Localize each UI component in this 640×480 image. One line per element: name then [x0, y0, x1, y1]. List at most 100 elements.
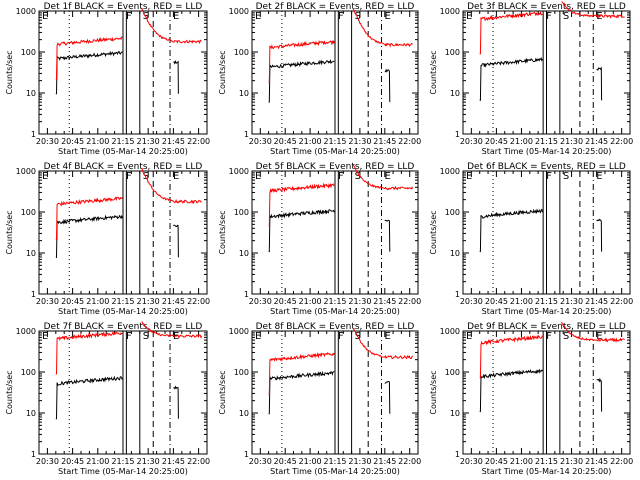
region-label: E: [255, 11, 261, 22]
x-tick-label: 21:15: [111, 137, 134, 146]
detector-panel-7: Det 7f BLACK = Events, RED = LLD 1 10 100 10…: [5, 321, 210, 476]
region-label: S: [355, 11, 361, 22]
y-tick-label: 1: [31, 290, 36, 299]
series-line-events: [268, 370, 391, 415]
x-tick-label: 21:45: [373, 457, 396, 466]
series-line-lld: [479, 321, 625, 379]
region-label: E: [255, 331, 261, 342]
x-axis-label: Start Time (05-Mar-14 20:25:00): [482, 147, 612, 156]
series-line-events: [479, 368, 603, 413]
y-tick-label: 1: [455, 290, 460, 299]
x-tick-label: 21:00: [299, 137, 322, 146]
x-tick-label: 20:30: [36, 297, 59, 306]
y-tick-label: 10: [239, 409, 249, 418]
x-tick-label: 21:15: [323, 457, 346, 466]
x-tick-label: 21:00: [299, 297, 322, 306]
detector-panel-2: Det 2f BLACK = Events, RED = LLD 1 10 100 10…: [218, 2, 421, 156]
series-line-events: [479, 208, 603, 253]
y-tick-label: 100: [445, 48, 460, 57]
x-tick-label: 21:15: [535, 457, 558, 466]
y-tick-label: 100: [445, 208, 460, 217]
x-tick-label: 21:15: [111, 297, 134, 306]
x-tick-label: 21:00: [86, 297, 109, 306]
region-label: F: [126, 171, 132, 182]
region-label: F: [338, 331, 344, 342]
x-axis-label: Start Time (05-Mar-14 20:25:00): [482, 467, 612, 476]
region-label: F: [338, 11, 344, 22]
x-axis-label: Start Time (05-Mar-14 20:25:00): [270, 147, 400, 156]
series-line-events: [55, 375, 179, 420]
series-line-lld: [268, 327, 414, 396]
y-tick-label: 10: [26, 409, 36, 418]
x-tick-label: 21:00: [510, 297, 533, 306]
x-tick-label: 20:45: [485, 457, 508, 466]
detector-panel-6: Det 6f BLACK = Events, RED = LLD 1 10 100 10…: [429, 162, 633, 316]
x-tick-label: 21:00: [86, 457, 109, 466]
x-tick-label: 20:30: [249, 137, 272, 146]
x-tick-label: 21:30: [348, 457, 371, 466]
y-axis-label: Counts/sec: [429, 370, 438, 414]
y-tick-label: 10: [26, 249, 36, 258]
detector-panel-9: Det 9f BLACK = Events, RED = LLD 1 10 100 10…: [429, 321, 633, 476]
region-label: E: [42, 331, 48, 342]
x-tick-label: 21:00: [86, 137, 109, 146]
region-label: F: [546, 11, 552, 22]
x-axis-label: Start Time (05-Mar-14 20:25:00): [58, 147, 188, 156]
y-tick-label: 100: [234, 368, 249, 377]
region-label: F: [126, 331, 132, 342]
x-tick-label: 20:45: [485, 137, 508, 146]
x-tick-label: 21:45: [373, 297, 396, 306]
y-axis-label: Counts/sec: [5, 50, 14, 94]
y-tick-label: 1000: [440, 7, 460, 16]
x-tick-label: 20:45: [61, 137, 84, 146]
region-label: E: [384, 11, 390, 22]
x-tick-label: 20:30: [249, 457, 272, 466]
y-axis-label: Counts/sec: [5, 370, 14, 414]
y-tick-label: 100: [234, 208, 249, 217]
x-tick-label: 21:15: [535, 297, 558, 306]
y-tick-label: 1000: [229, 167, 249, 176]
region-label: E: [42, 171, 48, 182]
x-tick-label: 21:30: [137, 457, 160, 466]
panel-title: Det 3f BLACK = Events, RED = LLD: [467, 2, 626, 12]
x-axis-label: Start Time (05-Mar-14 20:25:00): [482, 307, 612, 316]
region-label: E: [466, 331, 472, 342]
y-tick-label: 1: [455, 130, 460, 139]
y-tick-label: 100: [21, 368, 36, 377]
region-label: E: [466, 11, 472, 22]
y-tick-label: 10: [450, 409, 460, 418]
x-tick-label: 21:30: [137, 137, 160, 146]
region-label: E: [596, 171, 602, 182]
region-label: E: [173, 11, 179, 22]
region-label: E: [384, 171, 390, 182]
x-tick-label: 22:00: [398, 457, 421, 466]
x-tick-label: 21:15: [323, 297, 346, 306]
x-tick-label: 20:45: [274, 297, 297, 306]
x-tick-label: 22:00: [610, 297, 633, 306]
x-tick-label: 22:00: [610, 137, 633, 146]
x-tick-label: 22:00: [187, 297, 210, 306]
y-tick-label: 1: [244, 450, 249, 459]
region-label: E: [255, 171, 261, 182]
y-tick-label: 1000: [229, 327, 249, 336]
x-tick-label: 21:15: [535, 137, 558, 146]
series-line-lld: [268, 8, 413, 83]
x-tick-label: 21:30: [560, 137, 583, 146]
region-label: S: [355, 171, 361, 182]
panel-title: Det 6f BLACK = Events, RED = LLD: [467, 162, 626, 172]
y-tick-label: 1000: [440, 167, 460, 176]
y-axis-label: Counts/sec: [429, 50, 438, 94]
y-tick-label: 1000: [440, 327, 460, 336]
region-label: S: [143, 331, 149, 342]
y-axis-label: Counts/sec: [5, 210, 14, 254]
x-tick-label: 21:15: [323, 137, 346, 146]
y-tick-label: 10: [450, 89, 460, 98]
y-axis-label: Counts/sec: [218, 370, 227, 414]
x-tick-label: 20:30: [460, 457, 483, 466]
series-line-lld: [55, 321, 203, 375]
y-axis-label: Counts/sec: [218, 210, 227, 254]
region-label: E: [42, 11, 48, 22]
y-tick-label: 100: [234, 48, 249, 57]
x-tick-label: 20:45: [61, 297, 84, 306]
